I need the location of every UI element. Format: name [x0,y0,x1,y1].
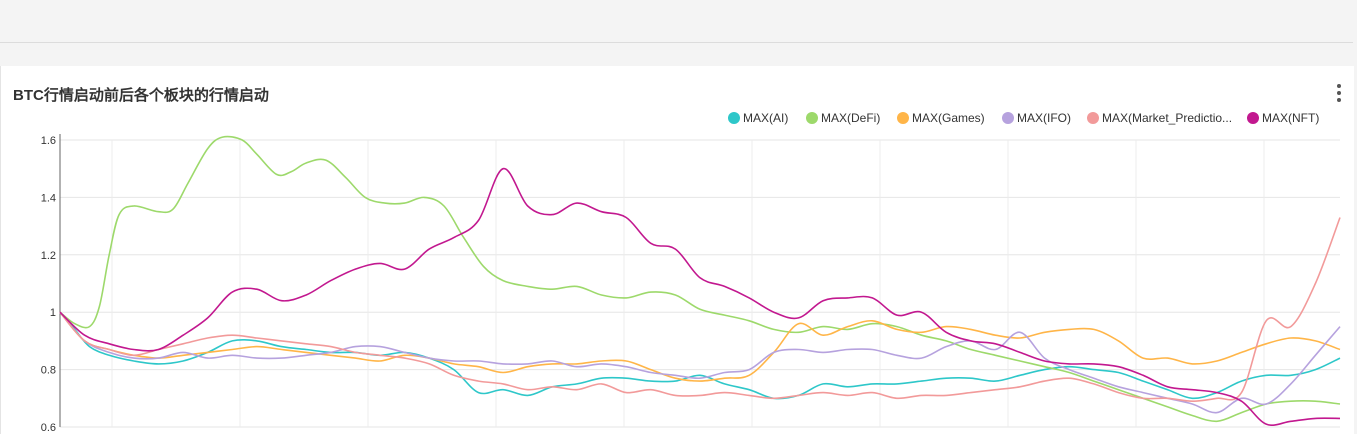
legend-item[interactable]: MAX(IFO) [1002,111,1071,125]
series-line-max-ifo[interactable] [59,311,1341,414]
legend-item[interactable]: MAX(AI) [728,111,788,125]
legend-swatch [1087,112,1099,124]
legend-swatch [1002,112,1014,124]
legend-label: MAX(IFO) [1017,111,1071,125]
series-line-max-games[interactable] [59,311,1341,382]
y-tick-label: 1 [50,307,56,319]
legend-label: MAX(Games) [912,111,985,125]
series-lines [59,135,1341,427]
legend-item[interactable]: MAX(Games) [897,111,985,125]
legend-swatch [806,112,818,124]
y-tick-label: 0.8 [41,365,56,377]
legend-label: MAX(AI) [743,111,788,125]
legend-label: MAX(Market_Predictio... [1102,111,1232,125]
y-axis: 1.6 1.4 1.2 1 0.8 0.6 [41,134,61,434]
series-line-max-ai[interactable] [59,311,1341,400]
legend-item[interactable]: MAX(NFT) [1247,111,1319,125]
legend-item[interactable]: MAX(DeFi) [806,111,880,125]
legend-label: MAX(NFT) [1262,111,1319,125]
y-tick-label: 1.4 [41,192,56,204]
series-line-max-defi[interactable] [59,135,1341,423]
y-tick-label: 0.6 [41,422,56,434]
series-line-max-market-predictio[interactable] [59,217,1341,403]
legend-item[interactable]: MAX(Market_Predictio... [1087,111,1232,125]
legend-swatch [897,112,909,124]
legend-swatch [728,112,740,124]
y-tick-label: 1.2 [41,250,56,262]
grid-lines [60,139,1340,428]
y-tick-label: 1.6 [41,135,56,147]
legend-label: MAX(DeFi) [821,111,880,125]
top-toolbar-strip [0,0,1353,43]
legend: MAX(AI) MAX(DeFi) MAX(Games) MAX(IFO) MAX(Ma… [728,111,1319,125]
more-options-icon[interactable] [1331,82,1347,104]
legend-swatch [1247,112,1259,124]
series-line-max-nft[interactable] [59,167,1341,427]
chart-title: BTC行情启动前后各个板块的行情启动 [13,87,269,104]
